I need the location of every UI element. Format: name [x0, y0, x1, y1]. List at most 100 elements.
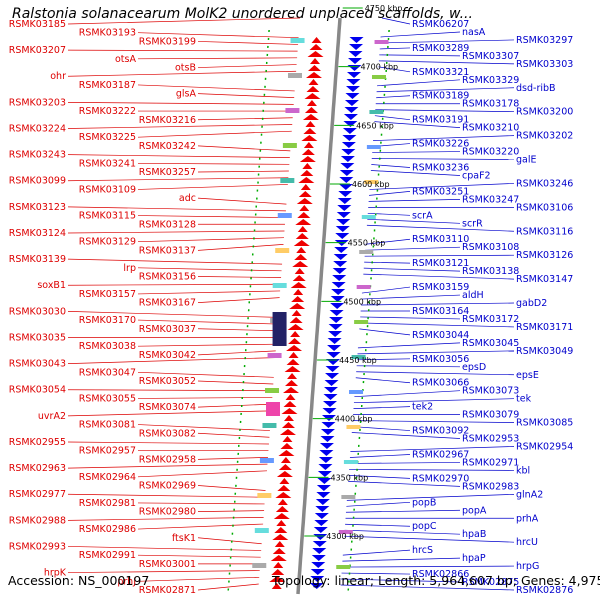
left-gene-label[interactable]: otsA — [115, 54, 136, 65]
left-gene-label[interactable]: RSMK03052 — [139, 376, 196, 387]
left-gene-label[interactable]: RSMK03109 — [79, 184, 136, 195]
right-gene-label[interactable]: RSMK03147 — [516, 274, 573, 285]
left-gene-label[interactable]: RSMK02958 — [139, 454, 196, 465]
right-gene-label[interactable]: RSMK03210 — [462, 123, 519, 134]
left-gene-label[interactable]: RSMK03042 — [139, 350, 196, 361]
left-gene-label[interactable]: RSMK02988 — [9, 515, 66, 526]
right-gene-label[interactable]: RSMK03079 — [462, 410, 519, 421]
right-gene-label[interactable]: RSMK02967 — [412, 449, 469, 460]
right-gene-label[interactable]: RSMK03171 — [516, 322, 573, 333]
left-gene-label[interactable]: hrpK — [44, 568, 67, 579]
left-gene-label[interactable]: RSMK03123 — [9, 202, 66, 213]
right-gene-label[interactable]: RSMK03121 — [412, 258, 469, 269]
right-gene-label[interactable]: RSMK03138 — [462, 266, 519, 277]
right-gene-label[interactable]: aldH — [462, 290, 484, 301]
right-gene-label[interactable]: RSMK02954 — [516, 442, 573, 453]
left-gene-label[interactable]: RSMK03170 — [79, 315, 136, 326]
right-gene-label[interactable]: RSMK03085 — [516, 418, 573, 429]
right-gene-label[interactable]: RSMK02866 — [412, 569, 469, 580]
right-gene-label[interactable]: gabD2 — [516, 298, 547, 309]
right-gene-label[interactable]: RSMK03297 — [516, 35, 573, 46]
right-gene-label[interactable]: RSMK03092 — [412, 426, 469, 437]
right-gene-label[interactable]: RSMK03321 — [412, 67, 469, 78]
left-gene-label[interactable]: RSMK02969 — [139, 481, 196, 492]
right-gene-label[interactable]: RSMK03200 — [516, 107, 573, 118]
right-gene-label[interactable]: kbl — [516, 465, 530, 476]
right-gene-label[interactable]: RSMK03126 — [516, 250, 573, 261]
left-gene-label[interactable]: RSMK03055 — [79, 393, 136, 404]
right-gene-label[interactable]: RSMK03066 — [412, 378, 469, 389]
right-gene-label[interactable]: scrR — [462, 218, 483, 229]
left-gene-label[interactable]: RSMK03081 — [79, 420, 136, 431]
right-gene-label[interactable]: hpaB — [462, 529, 486, 540]
left-gene-label[interactable]: RSMK03129 — [79, 237, 136, 248]
left-gene-label[interactable]: RSMK03043 — [9, 359, 66, 370]
right-gene-label[interactable]: RSMK03108 — [462, 242, 519, 253]
left-gene-label[interactable]: RSMK03185 — [9, 19, 66, 30]
left-gene-label[interactable]: RSMK03157 — [79, 289, 136, 300]
left-gene-label[interactable]: RSMK03203 — [9, 97, 66, 108]
right-gene-label[interactable]: nasA — [462, 27, 486, 38]
left-gene-label[interactable]: RSMK03137 — [139, 245, 196, 256]
right-gene-label[interactable]: RSMK03073 — [462, 386, 519, 397]
right-gene-label[interactable]: RSMK03045 — [462, 338, 519, 349]
left-gene-label[interactable]: RSMK03054 — [9, 385, 66, 396]
left-gene-label[interactable]: RSMK03257 — [139, 167, 196, 178]
left-gene-label[interactable]: glsA — [176, 89, 197, 100]
left-gene-label[interactable]: RSMK02963 — [9, 463, 66, 474]
left-gene-label[interactable]: RSMK03241 — [79, 158, 136, 169]
right-gene-label[interactable]: RSMK03226 — [412, 139, 469, 150]
left-gene-label[interactable]: RSMK03199 — [139, 36, 196, 47]
right-gene-label[interactable]: RSMK03191 — [412, 115, 469, 126]
right-gene-label[interactable]: RSMK03220 — [462, 147, 519, 158]
left-gene-label[interactable]: RSMK03037 — [139, 324, 196, 335]
right-gene-label[interactable]: hpaP — [462, 553, 486, 564]
left-gene-label[interactable]: RSMK02980 — [139, 507, 196, 518]
left-gene-label[interactable]: RSMK02986 — [79, 524, 136, 535]
right-gene-label[interactable]: RSMK02875 — [462, 577, 519, 588]
left-gene-label[interactable]: RSMK03115 — [79, 211, 136, 222]
left-gene-label[interactable]: RSMK03139 — [9, 254, 66, 265]
right-gene-label[interactable]: popA — [462, 505, 487, 516]
right-gene-label[interactable]: RSMK03159 — [412, 282, 469, 293]
right-gene-label[interactable]: popC — [412, 521, 437, 532]
right-gene-label[interactable]: epsD — [462, 362, 486, 373]
right-gene-label[interactable]: hrcU — [516, 537, 538, 548]
left-gene-label[interactable]: ohr — [50, 71, 66, 82]
right-gene-label[interactable]: RSMK02983 — [462, 481, 519, 492]
left-gene-label[interactable]: RSMK03030 — [9, 306, 66, 317]
right-gene-label[interactable]: RSMK03106 — [516, 202, 573, 213]
right-gene-label[interactable]: RSMK03246 — [516, 178, 573, 189]
right-gene-label[interactable]: tek2 — [412, 402, 433, 413]
right-gene-label[interactable]: hrcS — [412, 545, 433, 556]
right-gene-label[interactable]: RSMK06207 — [412, 19, 469, 30]
right-gene-label[interactable]: RSMK03247 — [462, 194, 519, 205]
right-gene-label[interactable]: tek — [516, 394, 532, 405]
right-gene-label[interactable]: RSMK03044 — [412, 330, 469, 341]
left-gene-label[interactable]: RSMK02957 — [79, 446, 136, 457]
right-gene-label[interactable]: RSMK03172 — [462, 314, 519, 325]
right-gene-label[interactable]: glnA2 — [516, 489, 543, 500]
left-gene-label[interactable]: RSMK03099 — [9, 176, 66, 187]
left-gene-label[interactable]: RSMK03242 — [139, 141, 196, 152]
right-gene-label[interactable]: RSMK03202 — [516, 131, 573, 142]
right-gene-label[interactable]: RSMK03164 — [412, 306, 469, 317]
right-gene-label[interactable]: RSMK02876 — [516, 585, 573, 596]
left-gene-label[interactable]: uvrA2 — [38, 411, 66, 422]
right-gene-label[interactable]: RSMK03116 — [516, 226, 573, 237]
right-gene-label[interactable]: RSMK03307 — [462, 51, 519, 62]
left-gene-label[interactable]: ftsK1 — [172, 533, 196, 544]
left-gene-label[interactable]: RSMK02991 — [79, 550, 136, 561]
left-gene-label[interactable]: prhJ — [117, 576, 136, 587]
left-gene-label[interactable]: RSMK03243 — [9, 150, 66, 161]
right-gene-label[interactable]: cpaF2 — [462, 170, 491, 181]
left-gene-label[interactable]: RSMK03156 — [139, 272, 196, 283]
left-gene-label[interactable]: RSMK03038 — [79, 341, 136, 352]
left-gene-label[interactable]: RSMK03193 — [79, 28, 136, 39]
right-gene-label[interactable]: prhA — [516, 513, 539, 524]
left-gene-label[interactable]: RSMK03225 — [79, 132, 136, 143]
left-gene-label[interactable]: RSMK02955 — [9, 437, 66, 448]
left-gene-label[interactable]: RSMK03216 — [139, 115, 196, 126]
right-gene-label[interactable]: popB — [412, 497, 436, 508]
right-gene-label[interactable]: dsd-ribB — [516, 83, 556, 94]
